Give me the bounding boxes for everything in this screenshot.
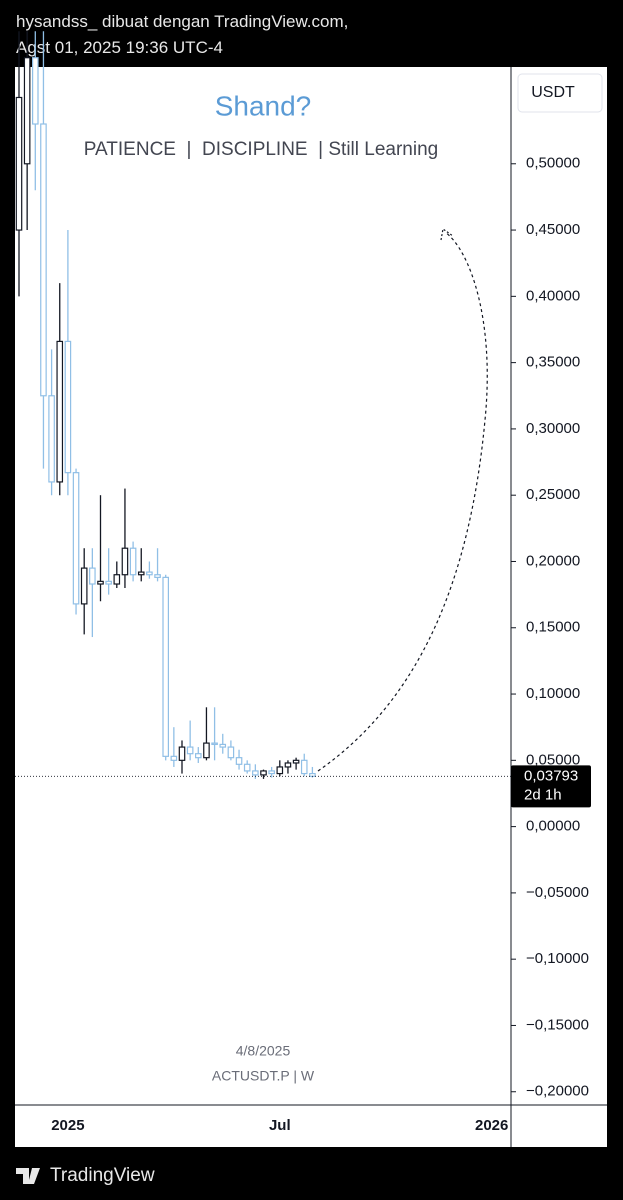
candle-body <box>23 57 31 165</box>
candle-body <box>195 753 202 759</box>
last-price-label: 0,03793 <box>524 767 578 784</box>
candle-body <box>105 580 112 585</box>
candle-body <box>203 742 210 759</box>
candle-body <box>243 763 251 772</box>
candle-body <box>300 759 308 775</box>
candle-body <box>162 576 170 757</box>
candle-body <box>121 547 129 576</box>
y-tick-label: 0,45000 <box>526 221 580 238</box>
y-tick-label: 0,35000 <box>526 354 580 371</box>
x-tick-label: 2025 <box>51 1117 84 1134</box>
candle-body <box>235 757 243 765</box>
y-tick-label: 0,15000 <box>526 619 580 636</box>
candle-body <box>48 395 55 483</box>
candle-body <box>129 547 137 576</box>
candle-body <box>211 742 218 746</box>
candle-body <box>72 472 80 605</box>
header-line: Agst 01, 2025 19:36 UTC-4 <box>16 38 223 57</box>
candle-body <box>64 340 72 474</box>
candle-body <box>186 746 194 755</box>
x-tick-label: Jul <box>269 1117 291 1134</box>
candle-body <box>80 567 88 605</box>
y-tick-label: −0,15000 <box>526 1016 589 1033</box>
candle-body <box>146 571 153 576</box>
y-tick-label: −0,10000 <box>526 950 589 967</box>
candle-body <box>276 766 284 775</box>
candle-body <box>40 123 47 397</box>
candle-body <box>284 762 292 768</box>
candle-body <box>89 567 96 585</box>
x-tick-label: 2026 <box>475 1117 508 1134</box>
chart-subtitle: PATIENCE | DISCIPLINE | Still Learning <box>84 139 438 160</box>
candle-body <box>56 340 64 483</box>
y-tick-label: 0,10000 <box>526 685 580 702</box>
y-unit: USDT <box>531 84 575 101</box>
brand-name: TradingView <box>50 1165 155 1186</box>
y-tick-label: 0,25000 <box>526 486 580 503</box>
y-tick-label: −0,05000 <box>526 884 589 901</box>
candle-body <box>15 96 23 231</box>
unit-button[interactable] <box>517 73 603 113</box>
candle-body <box>170 755 178 761</box>
candle-body <box>309 772 316 777</box>
header-line: hysandss_ dibuat dengan TradingView.com, <box>16 12 349 31</box>
y-tick-label: 0,00000 <box>526 818 580 835</box>
y-tick-label: 0,40000 <box>526 287 580 304</box>
chart-title: Shand? <box>215 90 312 121</box>
y-tick-label: 0,20000 <box>526 552 580 569</box>
candle-body <box>260 770 267 776</box>
candle-body <box>268 770 275 775</box>
y-tick-label: 0,50000 <box>526 155 580 172</box>
watermark-date: 4/8/2025 <box>236 1043 291 1059</box>
y-tick-label: 0,05000 <box>526 751 580 768</box>
candle-body <box>292 759 300 764</box>
candle-body <box>252 770 259 776</box>
candle-body <box>219 743 227 748</box>
projection-arrow <box>317 231 488 772</box>
candle-body <box>227 746 235 759</box>
candle-body <box>97 580 104 585</box>
y-tick-label: 0,30000 <box>526 420 580 437</box>
y-tick-label: −0,20000 <box>526 1083 589 1100</box>
last-price-box <box>511 765 591 808</box>
candle-body <box>113 574 121 585</box>
brand-logo <box>16 1168 40 1184</box>
candle-body <box>178 746 186 761</box>
candle-body <box>154 574 161 578</box>
candle-body <box>137 571 145 576</box>
candle-body <box>31 57 39 125</box>
countdown-label: 2d 1h <box>524 786 562 803</box>
watermark-symbol: ACTUSDT.P | W <box>212 1068 315 1084</box>
chart-background <box>15 67 607 1147</box>
